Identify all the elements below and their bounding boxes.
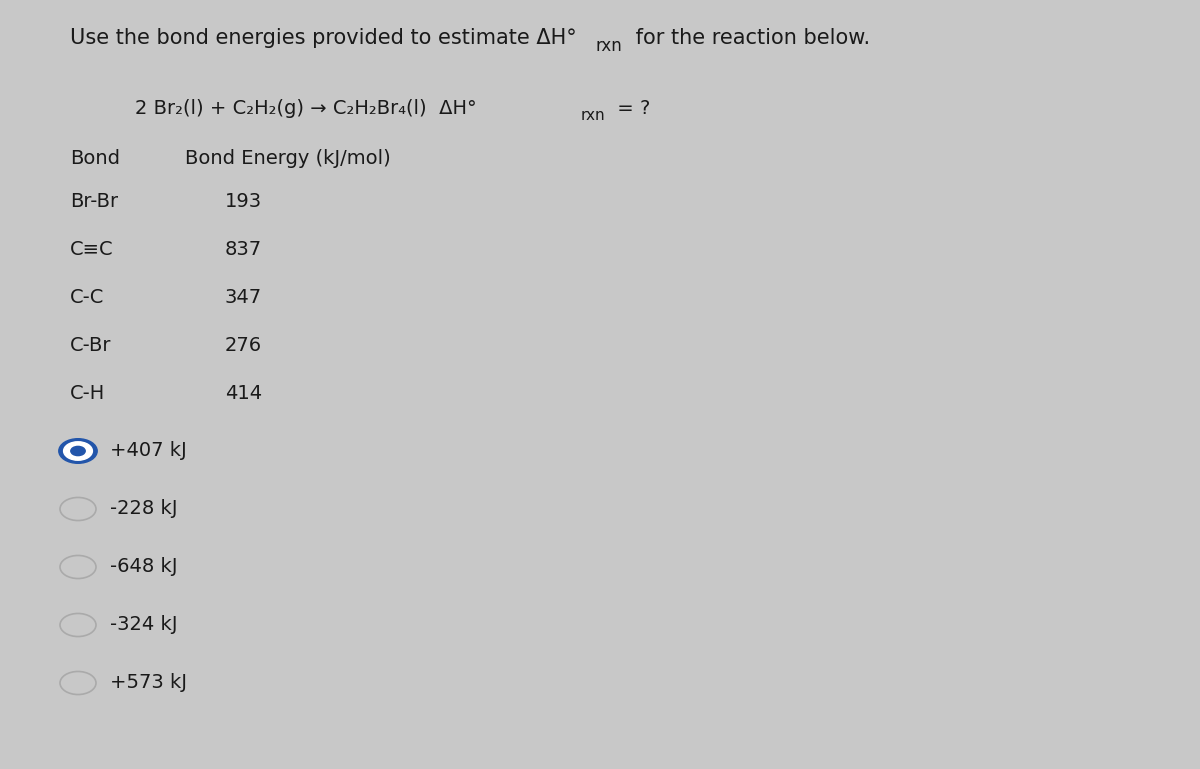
Text: rxn: rxn — [595, 37, 623, 55]
Text: rxn: rxn — [581, 108, 605, 123]
Text: 837: 837 — [226, 240, 262, 259]
Text: Use the bond energies provided to estimate ΔH°: Use the bond energies provided to estima… — [70, 28, 577, 48]
Text: for the reaction below.: for the reaction below. — [629, 28, 870, 48]
Text: C-C: C-C — [70, 288, 104, 307]
Text: -324 kJ: -324 kJ — [110, 615, 178, 634]
Text: +407 kJ: +407 kJ — [110, 441, 187, 461]
Text: 2 Br₂(l) + C₂H₂(g) → C₂H₂Br₄(l)  ΔH°: 2 Br₂(l) + C₂H₂(g) → C₂H₂Br₄(l) ΔH° — [134, 99, 476, 118]
Text: C-H: C-H — [70, 384, 106, 403]
Text: 347: 347 — [226, 288, 262, 307]
Text: 414: 414 — [226, 384, 262, 403]
Text: Br-Br: Br-Br — [70, 192, 118, 211]
Text: 276: 276 — [226, 336, 262, 355]
Text: = ?: = ? — [612, 99, 650, 118]
Text: -648 kJ: -648 kJ — [110, 558, 178, 577]
Text: Bond: Bond — [70, 149, 120, 168]
Text: -228 kJ: -228 kJ — [110, 500, 178, 518]
Text: 193: 193 — [226, 192, 262, 211]
Text: Bond Energy (kJ/mol): Bond Energy (kJ/mol) — [185, 149, 391, 168]
Text: C-Br: C-Br — [70, 336, 112, 355]
Text: +573 kJ: +573 kJ — [110, 674, 187, 693]
Text: C≡C: C≡C — [70, 240, 114, 259]
